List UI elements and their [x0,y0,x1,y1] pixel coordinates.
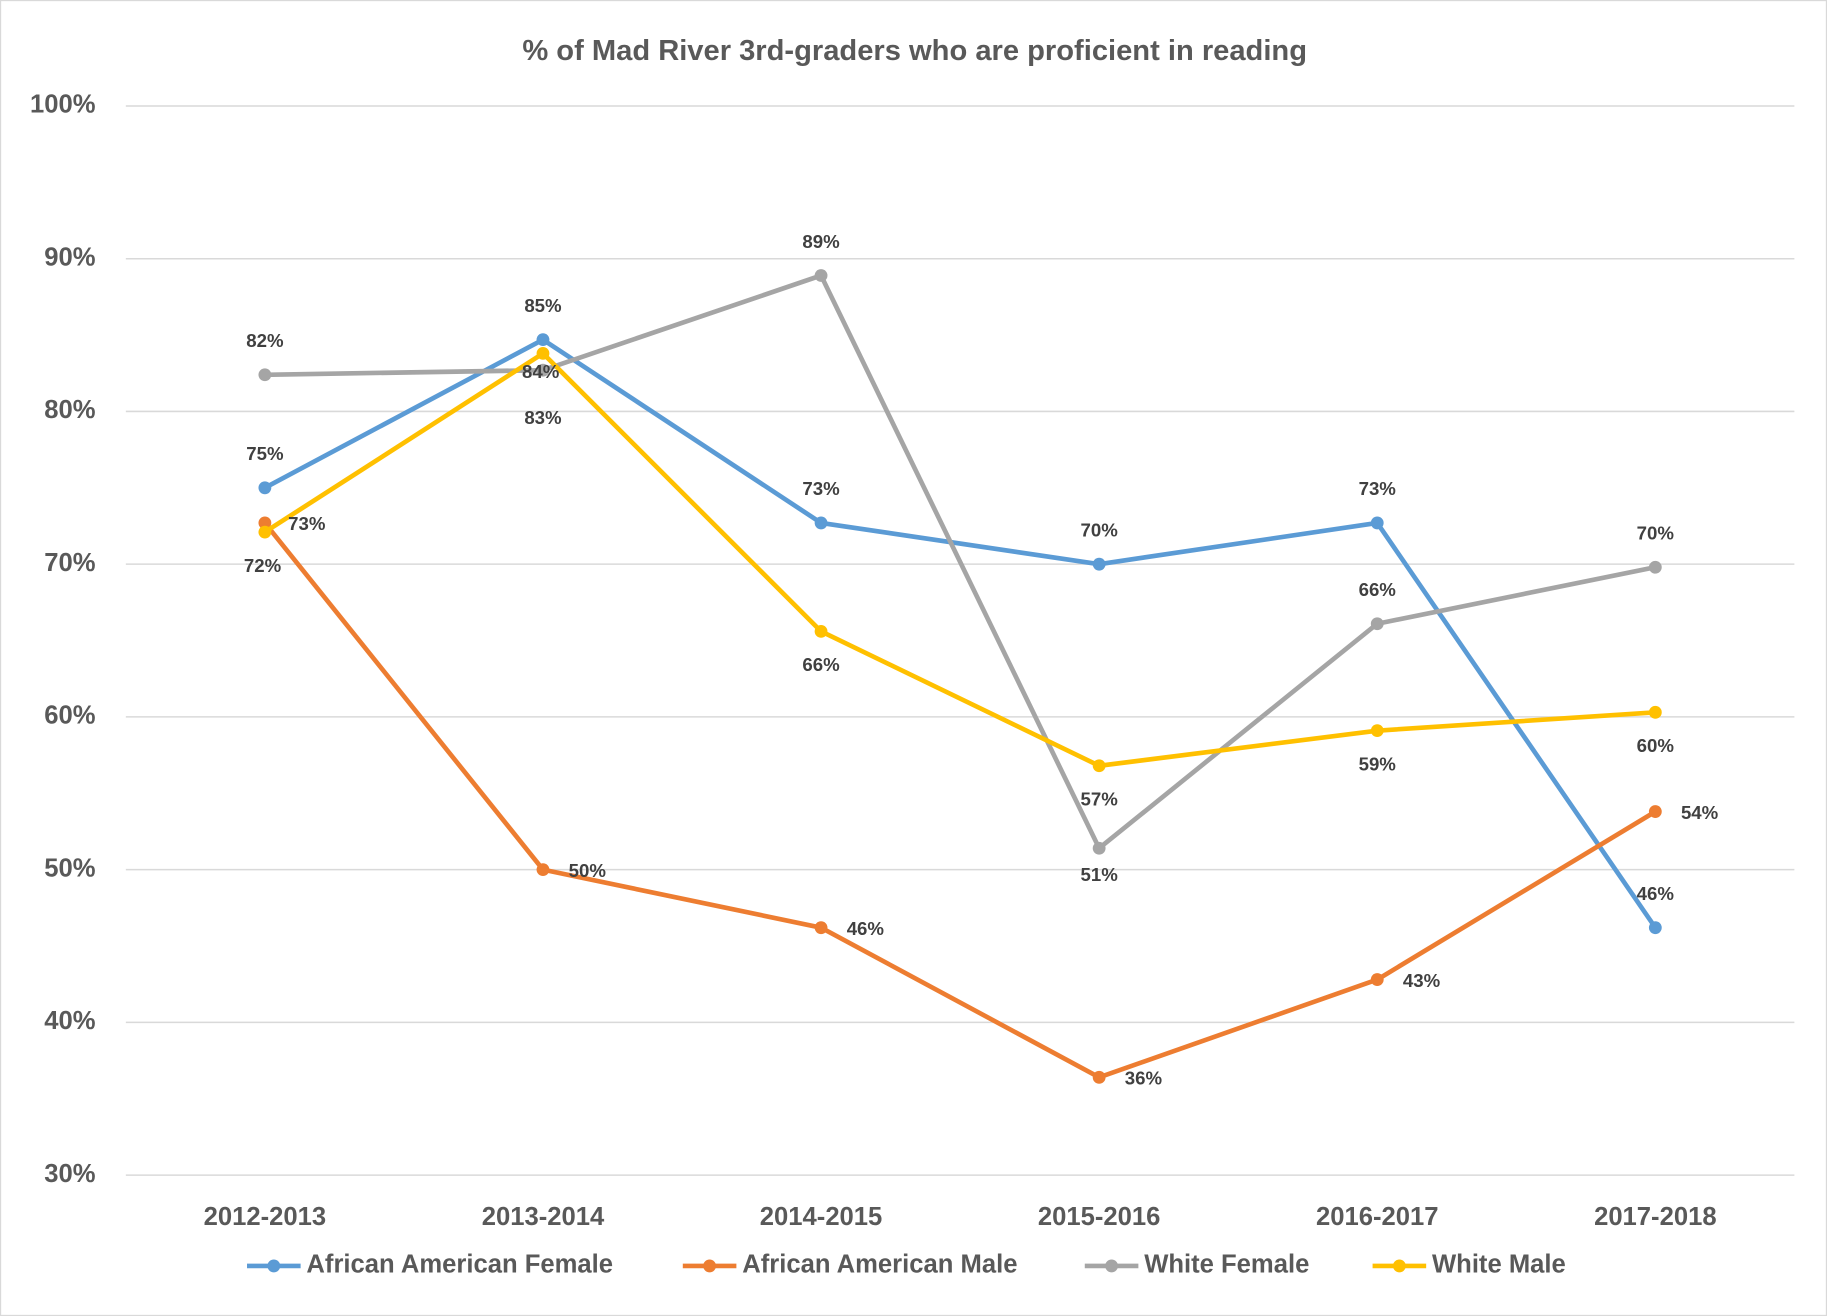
x-tick-label: 2016-2017 [1316,1203,1439,1231]
series-line [263,351,1656,769]
y-tick-label: 100% [30,91,96,119]
legend-marker [1392,1259,1406,1273]
data-label: 59% [1359,754,1397,775]
data-label: 89% [802,231,840,252]
data-label: 73% [1359,478,1397,499]
data-point [814,269,828,282]
data-point [1092,759,1106,773]
legend-label: African American Female [306,1251,613,1279]
data-label: 36% [1125,1068,1163,1089]
y-tick-label: 40% [44,1007,95,1035]
data-point [1092,557,1106,571]
y-tick-label: 30% [44,1160,95,1188]
legend-label: African American Male [742,1251,1017,1279]
y-tick-label: 60% [44,702,95,730]
y-tick-label: 80% [44,396,95,424]
data-point [258,525,272,539]
data-point [536,346,550,360]
data-label: 66% [1359,579,1397,600]
data-point [258,368,272,382]
data-label: 43% [1403,970,1441,991]
series-line [263,337,1658,929]
series-line [264,273,1656,851]
data-point [1648,921,1662,935]
data-point [536,863,550,877]
legend-label: White Male [1432,1251,1566,1279]
x-tick-label: 2015-2016 [1038,1203,1161,1231]
data-point [814,921,828,935]
data-label: 73% [802,478,840,499]
data-point [1648,805,1662,818]
data-label: 57% [1081,789,1119,810]
data-label: 46% [847,918,885,939]
data-point [536,333,550,347]
legend-marker [267,1259,281,1273]
data-point [258,481,272,495]
data-label: 83% [524,407,562,428]
legend-label: White Female [1144,1251,1309,1279]
legend-marker [1105,1259,1118,1273]
data-point [814,624,828,638]
data-label: 82% [246,330,284,351]
data-label: 46% [1637,883,1675,904]
data-label: 72% [244,555,282,576]
data-label: 75% [246,443,284,464]
y-tick-label: 70% [44,549,95,577]
data-label: 84% [522,361,560,382]
data-label: 51% [1081,864,1119,885]
x-tick-label: 2013-2014 [482,1203,605,1231]
data-point [258,516,272,530]
data-point [536,363,550,377]
data-point [1370,973,1384,986]
data-label: 60% [1637,735,1675,756]
data-point [1092,1070,1106,1084]
data-label: 50% [569,860,607,881]
series-line [263,521,1657,1080]
data-label: 70% [1081,519,1119,540]
data-point [1370,617,1384,631]
data-label: 85% [524,295,562,316]
data-point [814,516,828,530]
y-tick-label: 90% [44,243,95,271]
data-point [1648,560,1662,574]
x-tick-label: 2012-2013 [204,1203,327,1231]
data-label: 66% [802,654,840,675]
legend-marker [703,1259,717,1273]
data-point [1092,841,1106,855]
data-point [1648,705,1662,719]
data-label: 70% [1637,523,1675,544]
x-tick-label: 2017-2018 [1594,1203,1717,1231]
data-point [1370,724,1384,738]
data-label: 54% [1681,802,1719,823]
data-point [1370,516,1384,530]
x-tick-label: 2014-2015 [760,1203,883,1231]
chart-title: % of Mad River 3rd-graders who are profi… [522,35,1307,67]
data-label: 73% [288,513,326,534]
y-tick-label: 50% [44,854,95,882]
